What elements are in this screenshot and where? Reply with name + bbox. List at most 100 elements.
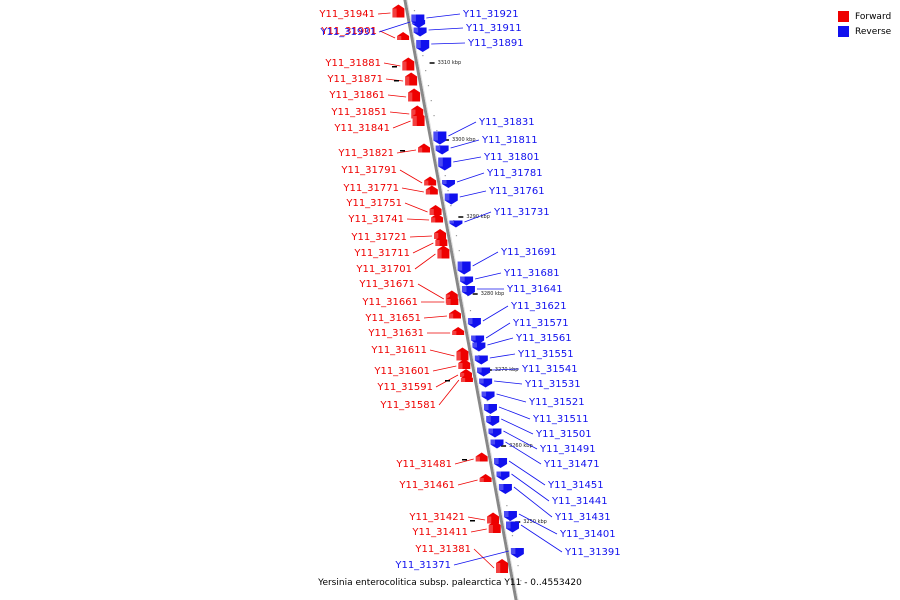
forward-gene xyxy=(434,229,447,239)
reverse-gene-leader xyxy=(378,21,411,33)
reverse-gene-label: Y11_31441 xyxy=(551,496,608,507)
forward-gene xyxy=(431,213,444,223)
reverse-gene-shade xyxy=(494,458,499,464)
reverse-gene-label: Y11_31451 xyxy=(547,480,604,491)
forward-gene xyxy=(435,236,448,246)
reverse-gene xyxy=(488,428,502,438)
reverse-gene-leader xyxy=(496,393,527,403)
strand-marker xyxy=(470,520,475,522)
forward-gene-leader xyxy=(454,458,474,465)
reverse-gene-label: Y11_31761 xyxy=(488,186,545,197)
forward-gene-shade xyxy=(488,525,493,533)
forward-gene-label: Y11_31381 xyxy=(414,544,471,555)
reverse-gene xyxy=(461,286,475,296)
backbone-tick xyxy=(517,565,519,567)
reverse-gene-shade xyxy=(490,439,496,445)
backbone-tick xyxy=(444,175,446,177)
legend-item-reverse: Reverse xyxy=(838,24,891,39)
forward-gene xyxy=(475,452,488,462)
reverse-swatch xyxy=(838,26,849,37)
reverse-gene xyxy=(471,335,485,345)
forward-gene xyxy=(496,559,509,573)
reverse-gene-leader xyxy=(464,211,492,223)
reverse-gene-label: Y11_31781 xyxy=(486,168,543,179)
reverse-gene-leader xyxy=(513,486,553,518)
forward-gene-leader xyxy=(406,218,430,221)
forward-gene xyxy=(405,72,418,86)
strand-marker xyxy=(392,66,397,68)
reverse-gene-leader xyxy=(508,460,546,486)
reverse-gene-shade xyxy=(435,145,441,151)
forward-gene-shade xyxy=(392,8,397,18)
reverse-gene xyxy=(498,484,512,494)
reverse-gene-label: Y11_31391 xyxy=(564,547,621,558)
forward-gene-leader xyxy=(409,235,433,238)
reverse-gene-shade xyxy=(461,286,467,292)
reverse-gene xyxy=(441,180,455,188)
forward-gene-label: Y11_31581 xyxy=(379,400,436,411)
reverse-gene-shade xyxy=(503,511,509,517)
forward-gene-shade xyxy=(456,351,461,361)
reverse-gene xyxy=(416,40,430,52)
forward-gene xyxy=(402,57,415,71)
reverse-gene-label: Y11_31731 xyxy=(493,207,550,218)
forward-gene xyxy=(412,112,425,126)
reverse-gene-leader xyxy=(494,380,523,385)
reverse-gene-leader xyxy=(492,368,520,371)
forward-swatch xyxy=(838,11,849,22)
forward-gene-label: Y11_31661 xyxy=(361,297,418,308)
reverse-gene-leader xyxy=(501,418,534,435)
forward-gene-shade xyxy=(458,363,463,369)
reverse-gene xyxy=(483,404,497,414)
forward-gene xyxy=(418,143,430,153)
reverse-gene-leader xyxy=(520,524,563,553)
forward-gene xyxy=(460,369,472,377)
forward-gene-leader xyxy=(432,365,457,372)
forward-gene-label: Y11_31421 xyxy=(408,512,465,523)
reverse-gene-leader xyxy=(485,322,511,339)
reverse-gene-shade xyxy=(472,342,477,348)
forward-gene-leader xyxy=(473,548,495,569)
reverse-gene-leader xyxy=(489,353,516,359)
forward-gene-shade xyxy=(434,233,439,239)
reverse-gene-label: Y11_31561 xyxy=(515,333,572,344)
forward-gene-leader xyxy=(383,62,401,67)
forward-gene-shade xyxy=(460,378,466,382)
forward-gene-leader xyxy=(417,283,445,300)
reverse-gene-label: Y11_31431 xyxy=(554,512,611,523)
forward-gene-shade xyxy=(496,563,501,573)
backbone-tick xyxy=(506,505,508,507)
forward-gene xyxy=(437,245,450,259)
kbp-label: 3310 kbp xyxy=(438,60,462,66)
forward-gene-leader xyxy=(414,253,436,270)
reverse-gene-label: Y11_31571 xyxy=(512,318,569,329)
kbp-label: 3270 kbp xyxy=(495,367,519,373)
reverse-gene xyxy=(433,131,447,145)
forward-gene-shade xyxy=(405,76,410,86)
backbone-tick xyxy=(430,100,432,102)
reverse-gene-label: Y11_31511 xyxy=(532,414,589,425)
forward-gene-label: Y11_31841 xyxy=(333,123,390,134)
forward-gene-label: Y11_31701 xyxy=(355,264,412,275)
reverse-gene-shade xyxy=(506,521,511,529)
forward-gene-label: Y11_31941 xyxy=(318,9,375,20)
reverse-gene-shade xyxy=(486,416,491,422)
reverse-gene xyxy=(467,318,481,328)
forward-gene-shade xyxy=(431,217,436,223)
forward-gene-label: Y11_31881 xyxy=(324,58,381,69)
reverse-gene-shade xyxy=(416,40,421,48)
forward-gene-label: Y11_31791 xyxy=(340,165,397,176)
reverse-gene xyxy=(477,367,491,377)
reverse-gene-label: Y11_31471 xyxy=(543,459,600,470)
kbp-label: 3250 kbp xyxy=(523,519,547,525)
forward-gene-shade xyxy=(448,313,454,319)
forward-gene-shade xyxy=(424,180,429,186)
reverse-gene-label: Y11_31371 xyxy=(394,560,451,571)
reverse-gene-shade xyxy=(488,428,494,434)
forward-gene-leader xyxy=(396,149,417,154)
reverse-gene-leader xyxy=(426,13,461,19)
forward-gene-leader xyxy=(412,242,434,254)
backbone-tick xyxy=(427,85,430,87)
